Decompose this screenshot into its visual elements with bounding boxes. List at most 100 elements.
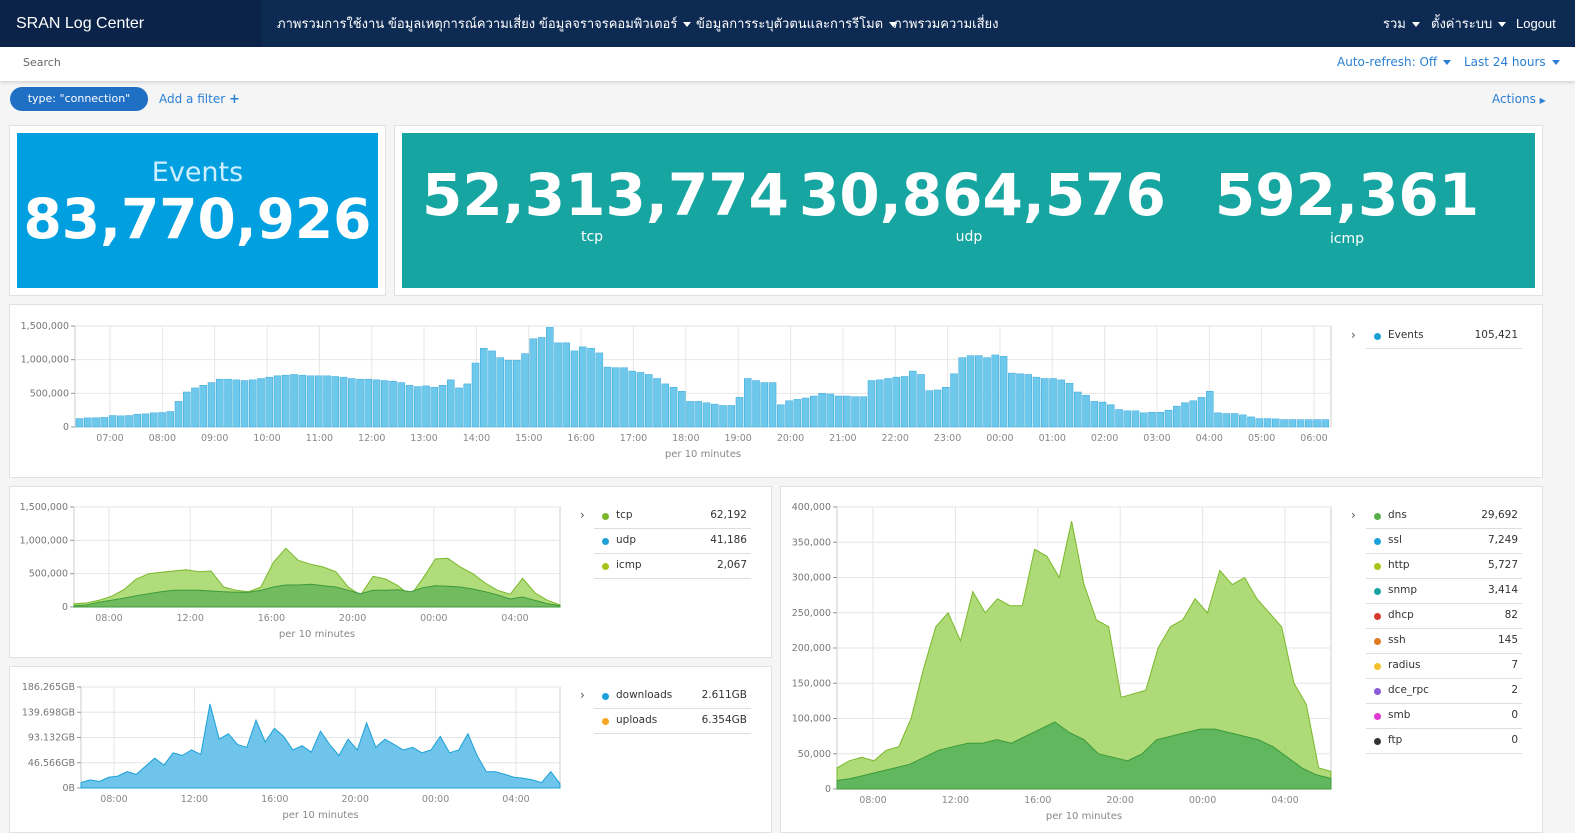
legend-label: ssh (1388, 634, 1406, 646)
x-tick-label: 16:00 (258, 613, 285, 624)
legend-item-http[interactable]: http 5,727 (1366, 554, 1522, 579)
service-legend: dns 29,692 ssl 7,249 http 5,727 snmp 3,414 dhcp 8… (1366, 504, 1522, 754)
event-bar (851, 396, 859, 428)
nav-settings-dropdown[interactable]: ตั้งค่าระบบ (1431, 0, 1506, 47)
legend-label: smb (1388, 709, 1411, 721)
search-input[interactable]: Search (23, 56, 61, 69)
event-bar (711, 403, 719, 428)
event-bar (925, 390, 934, 428)
x-tick-label: 19:00 (724, 433, 751, 444)
nav-traffic-dropdown[interactable]: ข้อมูลจราจรคอมพิวเตอร์ (539, 0, 691, 47)
legend-item-downloads[interactable]: downloads 2.611GB (594, 684, 751, 709)
legend-toggle-chevron-icon[interactable]: › (1351, 328, 1356, 342)
event-bar (562, 342, 571, 428)
x-tick-label: 16:00 (567, 433, 594, 444)
filter-pill[interactable]: type: "connection" (10, 87, 148, 111)
event-bar (75, 418, 84, 428)
event-bar (133, 413, 142, 428)
add-filter-link[interactable]: Add a filter + (159, 92, 240, 107)
legend-item-radius[interactable]: radius 7 (1366, 654, 1522, 679)
event-bar (100, 417, 109, 428)
legend-item-snmp[interactable]: snmp 3,414 (1366, 579, 1522, 604)
actions-link[interactable]: Actions ▶ (1492, 92, 1546, 106)
area-udp (73, 583, 561, 608)
x-tick-label: 12:00 (358, 433, 385, 444)
event-bar (463, 383, 472, 428)
udp-label: udp (955, 229, 983, 245)
x-tick-label: 20:00 (342, 794, 369, 805)
y-tick-label: 250,000 (792, 608, 831, 619)
nav-all-label: รวม (1383, 16, 1406, 31)
legend-value: 2 (1511, 684, 1518, 696)
nav-overview[interactable]: ภาพรวมการใช้งาน (277, 16, 385, 31)
legend-dot-icon (602, 538, 609, 545)
x-tick-label: 12:00 (942, 795, 969, 806)
legend-item-smb[interactable]: smb 0 (1366, 704, 1522, 729)
event-bar (1255, 418, 1264, 428)
event-bar (405, 385, 414, 428)
app-title[interactable]: SRAN Log Center (0, 0, 262, 47)
event-bar (513, 360, 521, 428)
time-range-dropdown[interactable]: Last 24 hours (1464, 55, 1560, 69)
event-bar (645, 374, 653, 428)
legend-value: 7,249 (1487, 534, 1518, 546)
legend-item-ftp[interactable]: ftp 0 (1366, 729, 1522, 754)
event-bar (1148, 411, 1156, 428)
nav-risk-events[interactable]: ข้อมูลเหตุการณ์ความเสี่ยง (388, 16, 536, 31)
legend-dot-icon (1374, 613, 1381, 620)
x-tick-label: 11:00 (306, 433, 333, 444)
event-bar (447, 379, 455, 428)
event-bar (1090, 401, 1099, 428)
x-tick-label: 09:00 (201, 433, 228, 444)
x-tick-label: 20:00 (777, 433, 804, 444)
auto-refresh-label: Auto-refresh: Off (1337, 55, 1438, 69)
tcp-label: tcp (580, 229, 604, 245)
y-tick-label: 350,000 (792, 537, 831, 548)
legend-item-uploads[interactable]: uploads 6.354GB (594, 709, 751, 734)
x-tick-label: 04:00 (502, 794, 529, 805)
x-tick-label: 08:00 (100, 794, 127, 805)
legend-item-tcp[interactable]: tcp 62,192 (594, 504, 751, 529)
event-bar (529, 338, 538, 428)
event-bar (1189, 400, 1198, 428)
event-bar (595, 352, 604, 428)
nav-all-dropdown[interactable]: รวม (1383, 0, 1420, 47)
event-bar (834, 395, 843, 428)
event-bar (174, 401, 183, 428)
x-tick-label: 00:00 (1189, 795, 1216, 806)
event-bar (958, 357, 967, 428)
legend-item-udp[interactable]: udp 41,186 (594, 529, 751, 554)
legend-toggle-chevron-icon[interactable]: › (1351, 508, 1356, 522)
legend-value: 82 (1504, 609, 1518, 621)
event-bar (1016, 373, 1024, 428)
tcp-value: 52,313,774 (422, 161, 789, 229)
legend-item-Events[interactable]: Events 105,421 (1366, 324, 1522, 349)
legend-item-dce_rpc[interactable]: dce_rpc 2 (1366, 679, 1522, 704)
event-bar (628, 370, 637, 428)
legend-item-icmp[interactable]: icmp 2,067 (594, 554, 751, 579)
auto-refresh-dropdown[interactable]: Auto-refresh: Off (1337, 55, 1451, 69)
nav-risk-overview[interactable]: ภาพรวมความเสี่ยง (893, 16, 999, 31)
legend-item-ssh[interactable]: ssh 145 (1366, 629, 1522, 654)
legend-item-ssl[interactable]: ssl 7,249 (1366, 529, 1522, 554)
legend-dot-icon (1374, 563, 1381, 570)
legend-item-dns[interactable]: dns 29,692 (1366, 504, 1522, 529)
legend-toggle-chevron-icon[interactable]: › (580, 688, 585, 702)
legend-dot-icon (602, 718, 609, 725)
legend-label: udp (616, 534, 636, 546)
udp-value: 30,864,576 (799, 161, 1166, 229)
legend-dot-icon (1374, 688, 1381, 695)
event-bar (1082, 395, 1090, 428)
events-legend: Events 105,421 (1366, 324, 1522, 349)
x-axis-label: per 10 minutes (282, 810, 358, 821)
legend-label: Events (1388, 329, 1424, 341)
event-bar (471, 362, 480, 428)
logout-link[interactable]: Logout (1516, 16, 1556, 31)
event-bar (570, 350, 579, 428)
event-bar (694, 401, 703, 428)
legend-toggle-chevron-icon[interactable]: › (580, 508, 585, 522)
legend-item-dhcp[interactable]: dhcp 82 (1366, 604, 1522, 629)
event-bar (653, 378, 661, 428)
nav-auth-remote-dropdown[interactable]: ข้อมูลการระบุตัวตนและการรีโมต (696, 0, 897, 47)
legend-label: radius (1388, 659, 1421, 671)
